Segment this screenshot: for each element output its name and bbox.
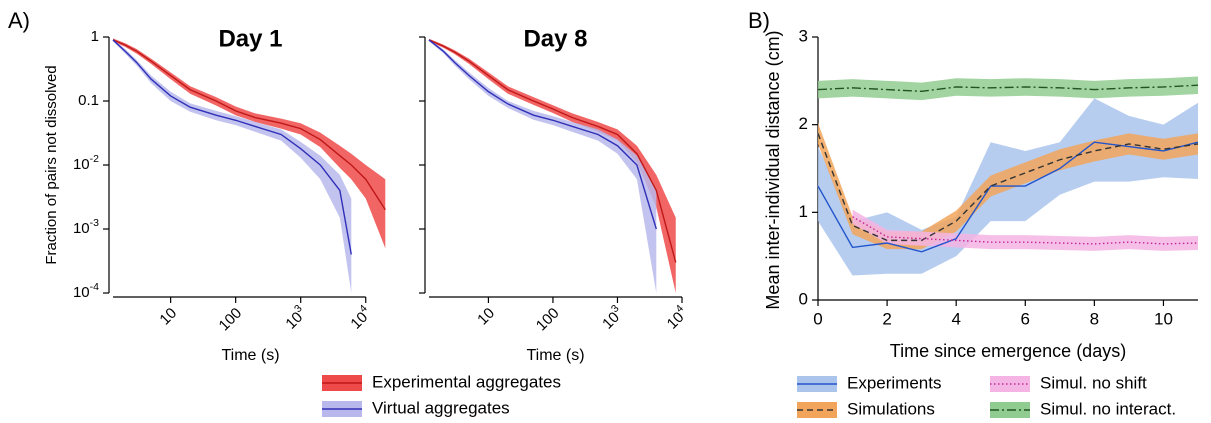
legend-label: Virtual aggregates [372, 398, 510, 417]
x-tick-label: 10 [1154, 309, 1173, 328]
panel-label: B) [748, 8, 770, 33]
series-line [817, 141, 1199, 253]
y-tick-label: 1 [91, 28, 99, 45]
confidence-band [818, 76, 1198, 101]
confidence-band [852, 209, 1198, 251]
series-line [112, 39, 386, 211]
legend-label: Experiments [847, 373, 941, 392]
x-tick-label: 4 [951, 309, 960, 328]
chart-title: Day 8 [523, 25, 587, 52]
y-tick-label: 0 [799, 289, 808, 308]
legend-label: Simulations [847, 399, 935, 418]
legend-label: Experimental aggregates [372, 372, 561, 391]
x-tick-label: 104 [661, 302, 691, 332]
series-line [817, 84, 1199, 93]
panel-label: A) [8, 8, 30, 33]
legend-label: Simul. no interact. [1040, 399, 1176, 418]
y-tick-label: 10-3 [73, 217, 99, 237]
confidence-band [113, 38, 386, 249]
x-tick-label: 2 [882, 309, 891, 328]
y-axis-label: Fraction of pairs not dissolved [43, 65, 60, 264]
y-axis-label: Mean inter-individual distance (cm) [763, 30, 783, 309]
x-tick-label: 103 [597, 302, 627, 332]
x-tick-label: 0 [813, 309, 822, 328]
x-tick-label: 104 [345, 302, 375, 332]
x-tick-label: 100 [216, 305, 246, 335]
x-tick-label: 10 [474, 305, 498, 329]
chart-title: Day 1 [218, 25, 282, 52]
confidence-band [429, 38, 657, 293]
x-tick-label: 100 [533, 305, 563, 335]
confidence-band [113, 38, 352, 293]
x-tick-label: 10 [156, 305, 180, 329]
x-axis-label: Time since emergence (days) [890, 341, 1126, 361]
x-tick-label: 6 [1021, 309, 1030, 328]
x-tick-label: 8 [1090, 309, 1099, 328]
legend-label: Simul. no shift [1040, 373, 1147, 392]
x-axis-label: Time (s) [221, 347, 279, 364]
y-tick-label: 10-2 [73, 153, 99, 173]
y-tick-label: 3 [799, 26, 808, 45]
y-tick-label: 1 [799, 202, 808, 221]
series-line [112, 39, 352, 255]
series-line [428, 39, 677, 263]
x-axis-label: Time (s) [526, 347, 584, 364]
series-line [428, 39, 657, 230]
y-tick-label: 10-4 [73, 281, 99, 301]
y-tick-label: 2 [799, 114, 808, 133]
x-tick-label: 103 [280, 302, 310, 332]
y-tick-label: 0.1 [78, 92, 99, 109]
